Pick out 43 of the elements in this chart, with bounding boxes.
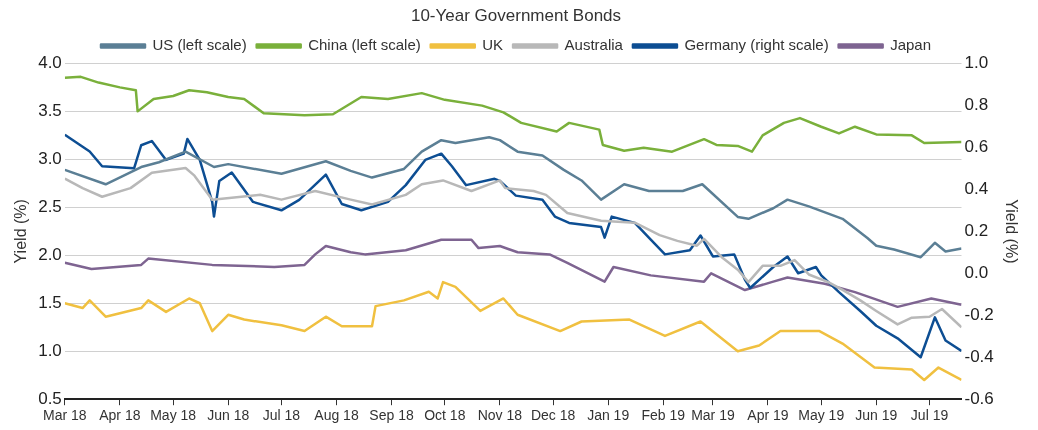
y-axis-title: Yield (%)	[12, 199, 30, 264]
y-tick-label: 4.0	[38, 53, 62, 73]
legend-label: Germany (right scale)	[684, 36, 829, 54]
x-tick-label: Mar 18	[43, 407, 87, 424]
y-tick-label: 2.5	[38, 197, 62, 216]
x-tick-label: May 19	[798, 407, 845, 424]
x-tick-label: Jul 19	[910, 407, 949, 424]
x-tick-label: May 18	[150, 407, 197, 424]
x-tick-label: Mar 19	[691, 407, 735, 424]
x-tick-label: Apr 18	[99, 407, 141, 424]
y2-tick-label: 0.8	[964, 95, 989, 115]
y2-tick-label: 0.6	[964, 137, 989, 157]
x-tick-label: Feb 19	[641, 407, 686, 424]
x-tick-label: Jun 18	[207, 407, 250, 424]
y2-tick-label: -0.6	[964, 388, 994, 408]
x-tick-label: Oct 18	[424, 407, 466, 424]
y2-axis-title: Yield (%)	[1002, 199, 1020, 264]
x-tick-label: Aug 18	[314, 407, 359, 424]
y-tick-label: 1.5	[38, 292, 62, 312]
x-tick-label: Apr 19	[747, 407, 789, 424]
chart-title: 10-Year Government Bonds	[410, 5, 622, 25]
y-tick-label: 2.0	[38, 244, 62, 264]
x-tick-label: Jan 19	[587, 407, 630, 424]
y2-tick-label: 0.4	[964, 179, 989, 199]
legend-label: Japan	[890, 36, 932, 54]
legend-label: China (left scale)	[308, 36, 421, 54]
y2-tick-label: 1.0	[964, 53, 989, 73]
x-tick-label: Sep 18	[369, 407, 414, 424]
y-tick-label: 1.0	[38, 340, 62, 360]
legend-label: Australia	[564, 36, 624, 54]
y-tick-label: 0.5	[38, 388, 62, 408]
legend-label: UK	[482, 36, 504, 54]
y2-tick-label: 0.2	[964, 220, 989, 240]
x-tick-label: Dec 18	[530, 407, 576, 424]
y-tick-label: 3.5	[38, 101, 62, 121]
x-tick-label: Nov 18	[477, 407, 523, 424]
x-tick-label: Jun 19	[855, 407, 898, 424]
legend-label: US (left scale)	[152, 36, 247, 54]
y2-tick-label: -0.2	[964, 304, 994, 324]
y-tick-label: 3.0	[38, 149, 62, 169]
x-tick-label: Jul 18	[262, 407, 301, 424]
y2-tick-label: -0.4	[964, 346, 994, 366]
y2-tick-label: 0.0	[964, 262, 989, 282]
